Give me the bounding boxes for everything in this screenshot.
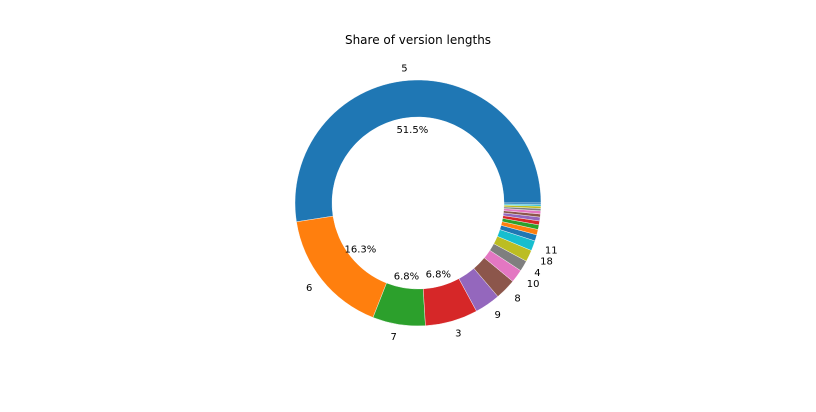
slice-label-7: 7 — [391, 332, 397, 343]
slice-label-4: 4 — [534, 268, 540, 279]
slice-label-11: 11 — [545, 246, 558, 257]
slice-label-18: 18 — [540, 257, 553, 268]
slice-label-6: 6 — [306, 283, 312, 294]
pct-label-6: 16.3% — [344, 245, 376, 256]
slice-label-5: 5 — [401, 64, 407, 75]
slices-group — [294, 79, 542, 327]
pct-label-5: 51.5% — [396, 125, 428, 136]
slice-label-8: 8 — [514, 293, 520, 304]
slice-6 — [296, 215, 387, 318]
slice-label-3: 3 — [455, 329, 461, 340]
chart-title: Share of version lengths — [345, 33, 491, 47]
pct-label-3: 6.8% — [426, 269, 451, 280]
slice-minor-20 — [503, 202, 542, 205]
pct-label-7: 6.8% — [394, 271, 419, 282]
slice-label-9: 9 — [495, 310, 501, 321]
slice-label-10: 10 — [527, 279, 540, 290]
slice-5 — [294, 79, 542, 223]
